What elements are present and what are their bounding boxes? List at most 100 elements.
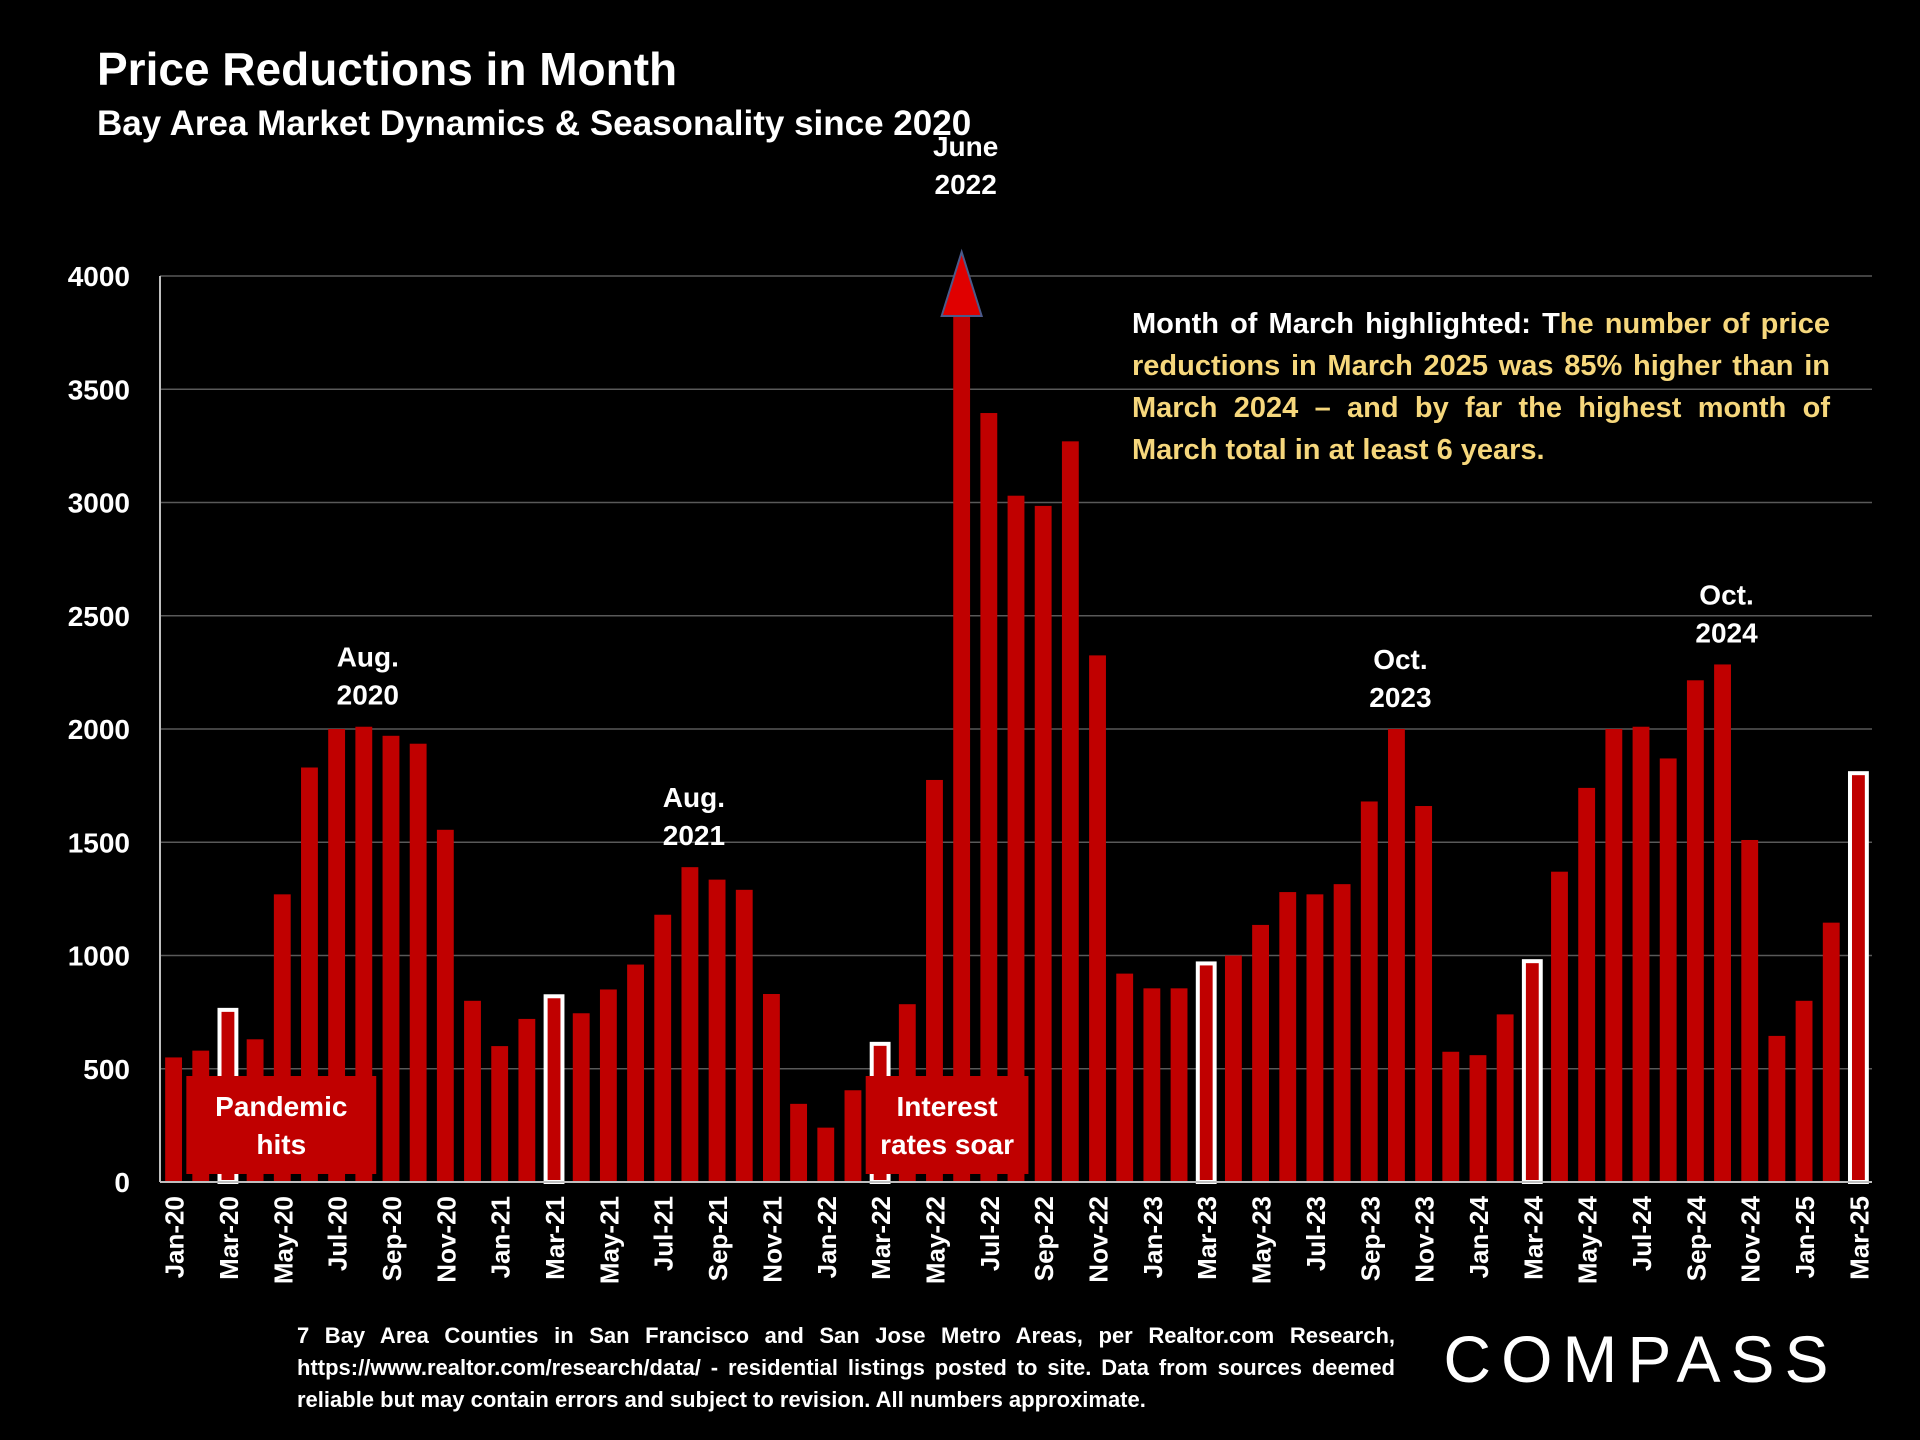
annotation-highlight: he number of price reductions in March 2… xyxy=(1132,308,1830,466)
bar xyxy=(817,1127,835,1182)
x-tick-label: May-22 xyxy=(920,1196,950,1284)
bar xyxy=(1170,988,1188,1182)
bar xyxy=(1360,801,1378,1182)
bar xyxy=(681,867,699,1182)
axes xyxy=(159,276,1872,1183)
bar xyxy=(1306,894,1324,1182)
x-tick-label: Jul-20 xyxy=(323,1196,353,1271)
bar xyxy=(1089,655,1106,1182)
x-tick-label: Nov-21 xyxy=(757,1196,787,1283)
bar xyxy=(1279,892,1297,1182)
y-tick-label: 4000 xyxy=(68,261,130,292)
source-footnote: 7 Bay Area Counties in San Francisco and… xyxy=(297,1323,1395,1412)
bar xyxy=(1224,955,1242,1182)
bar-highlighted-march xyxy=(543,994,565,1185)
event-label-box xyxy=(865,1076,1029,1174)
y-axis-ticks: 0 500 1000 1500 2000 2500 3000 3500 4000 xyxy=(68,261,130,1198)
x-tick-label: Mar-25 xyxy=(1844,1196,1874,1280)
logo-text: COMPASS xyxy=(1443,1322,1838,1396)
event-label-box xyxy=(186,1076,377,1174)
peak-labels: Aug. 2020 Aug. 2021 June 2022 Oct. 2023 Oct. 2024 xyxy=(337,131,1758,851)
bar xyxy=(708,879,726,1182)
bar xyxy=(1714,664,1731,1182)
bar xyxy=(1496,1014,1514,1182)
compass-logo: COMPASS xyxy=(1443,1322,1838,1396)
bar xyxy=(763,994,780,1182)
x-tick-label: May-20 xyxy=(268,1196,298,1284)
peak-label-line1: Oct. xyxy=(1373,644,1427,675)
x-tick-label: Jan-22 xyxy=(812,1196,842,1278)
bar xyxy=(165,1057,183,1182)
x-tick-label: Jan-20 xyxy=(160,1196,190,1278)
y-tick-label: 1000 xyxy=(68,941,130,972)
y-tick-label: 3000 xyxy=(68,488,130,519)
x-tick-label: Jul-22 xyxy=(975,1196,1005,1271)
bar-highlighted-march xyxy=(1195,961,1217,1184)
x-tick-label: Sep-24 xyxy=(1681,1195,1711,1281)
peak-label-line1: Aug. xyxy=(337,642,399,673)
bar xyxy=(1768,1035,1786,1182)
event-label-line1: Pandemic xyxy=(215,1091,347,1122)
bar xyxy=(572,1013,590,1182)
x-tick-label: Jul-24 xyxy=(1627,1195,1657,1271)
bar xyxy=(1007,495,1025,1183)
bar xyxy=(980,413,998,1183)
bar xyxy=(1252,924,1269,1182)
bar xyxy=(436,829,454,1182)
overflow-arrow-icon xyxy=(940,248,984,317)
peak-label-line2: 2024 xyxy=(1695,617,1758,648)
bar xyxy=(1686,680,1704,1182)
x-tick-label: May-21 xyxy=(594,1196,624,1284)
bar xyxy=(1415,806,1433,1182)
bar xyxy=(735,889,753,1182)
bar xyxy=(1551,871,1568,1182)
y-tick-label: 3500 xyxy=(68,374,130,405)
bar xyxy=(1632,726,1650,1182)
chart-title: Price Reductions in Month xyxy=(97,43,678,95)
x-tick-label: Nov-23 xyxy=(1410,1196,1440,1283)
x-tick-label: May-23 xyxy=(1247,1196,1277,1284)
peak-label-line2: 2021 xyxy=(663,820,725,851)
bar-highlighted-march xyxy=(1847,771,1869,1184)
x-tick-label: Nov-24 xyxy=(1736,1195,1766,1282)
bar xyxy=(1741,839,1759,1182)
bar-highlighted-march xyxy=(1521,959,1543,1184)
x-tick-label: Jan-21 xyxy=(486,1196,516,1278)
x-tick-label: Nov-20 xyxy=(431,1196,461,1283)
peak-label-line2: 2022 xyxy=(935,169,997,200)
bar xyxy=(627,964,644,1182)
y-tick-label: 0 xyxy=(114,1167,130,1198)
event-labels: Pandemic hits Interest rates soar xyxy=(186,1076,1029,1174)
bar xyxy=(464,1000,481,1182)
x-tick-label: Sep-20 xyxy=(377,1196,407,1281)
bar xyxy=(654,914,672,1182)
bar xyxy=(518,1018,536,1182)
event-label-line2: rates soar xyxy=(880,1129,1014,1160)
x-tick-label: Sep-23 xyxy=(1355,1196,1385,1281)
bar xyxy=(1822,922,1840,1182)
event-label-line2: hits xyxy=(256,1129,306,1160)
y-tick-label: 1500 xyxy=(68,827,130,858)
bar xyxy=(409,743,427,1182)
x-tick-label: Mar-24 xyxy=(1518,1195,1548,1279)
bar xyxy=(953,276,971,1182)
peak-label-line1: June xyxy=(933,131,998,162)
bar xyxy=(355,726,373,1182)
x-tick-label: Sep-22 xyxy=(1029,1196,1059,1281)
x-tick-label: Jul-21 xyxy=(649,1196,679,1271)
y-tick-label: 2500 xyxy=(68,601,130,632)
x-tick-label: Jul-23 xyxy=(1301,1196,1331,1271)
bar xyxy=(328,729,346,1182)
annotation-box: Month of March highlighted: The number o… xyxy=(1132,303,1830,471)
x-tick-label: Jan-23 xyxy=(1138,1196,1168,1278)
x-axis-ticks: Jan-20 Mar-20 May-20 Jul-20 Sep-20 Nov-20 Jan-… xyxy=(160,1195,1875,1284)
bar xyxy=(1578,787,1596,1182)
bar xyxy=(382,735,400,1182)
bar xyxy=(1442,1051,1460,1182)
chart-subtitle: Bay Area Market Dynamics & Seasonality s… xyxy=(97,104,972,143)
bar xyxy=(599,989,617,1182)
bar xyxy=(1116,973,1134,1182)
x-tick-label: Jan-24 xyxy=(1464,1195,1494,1278)
bar xyxy=(1388,729,1405,1182)
